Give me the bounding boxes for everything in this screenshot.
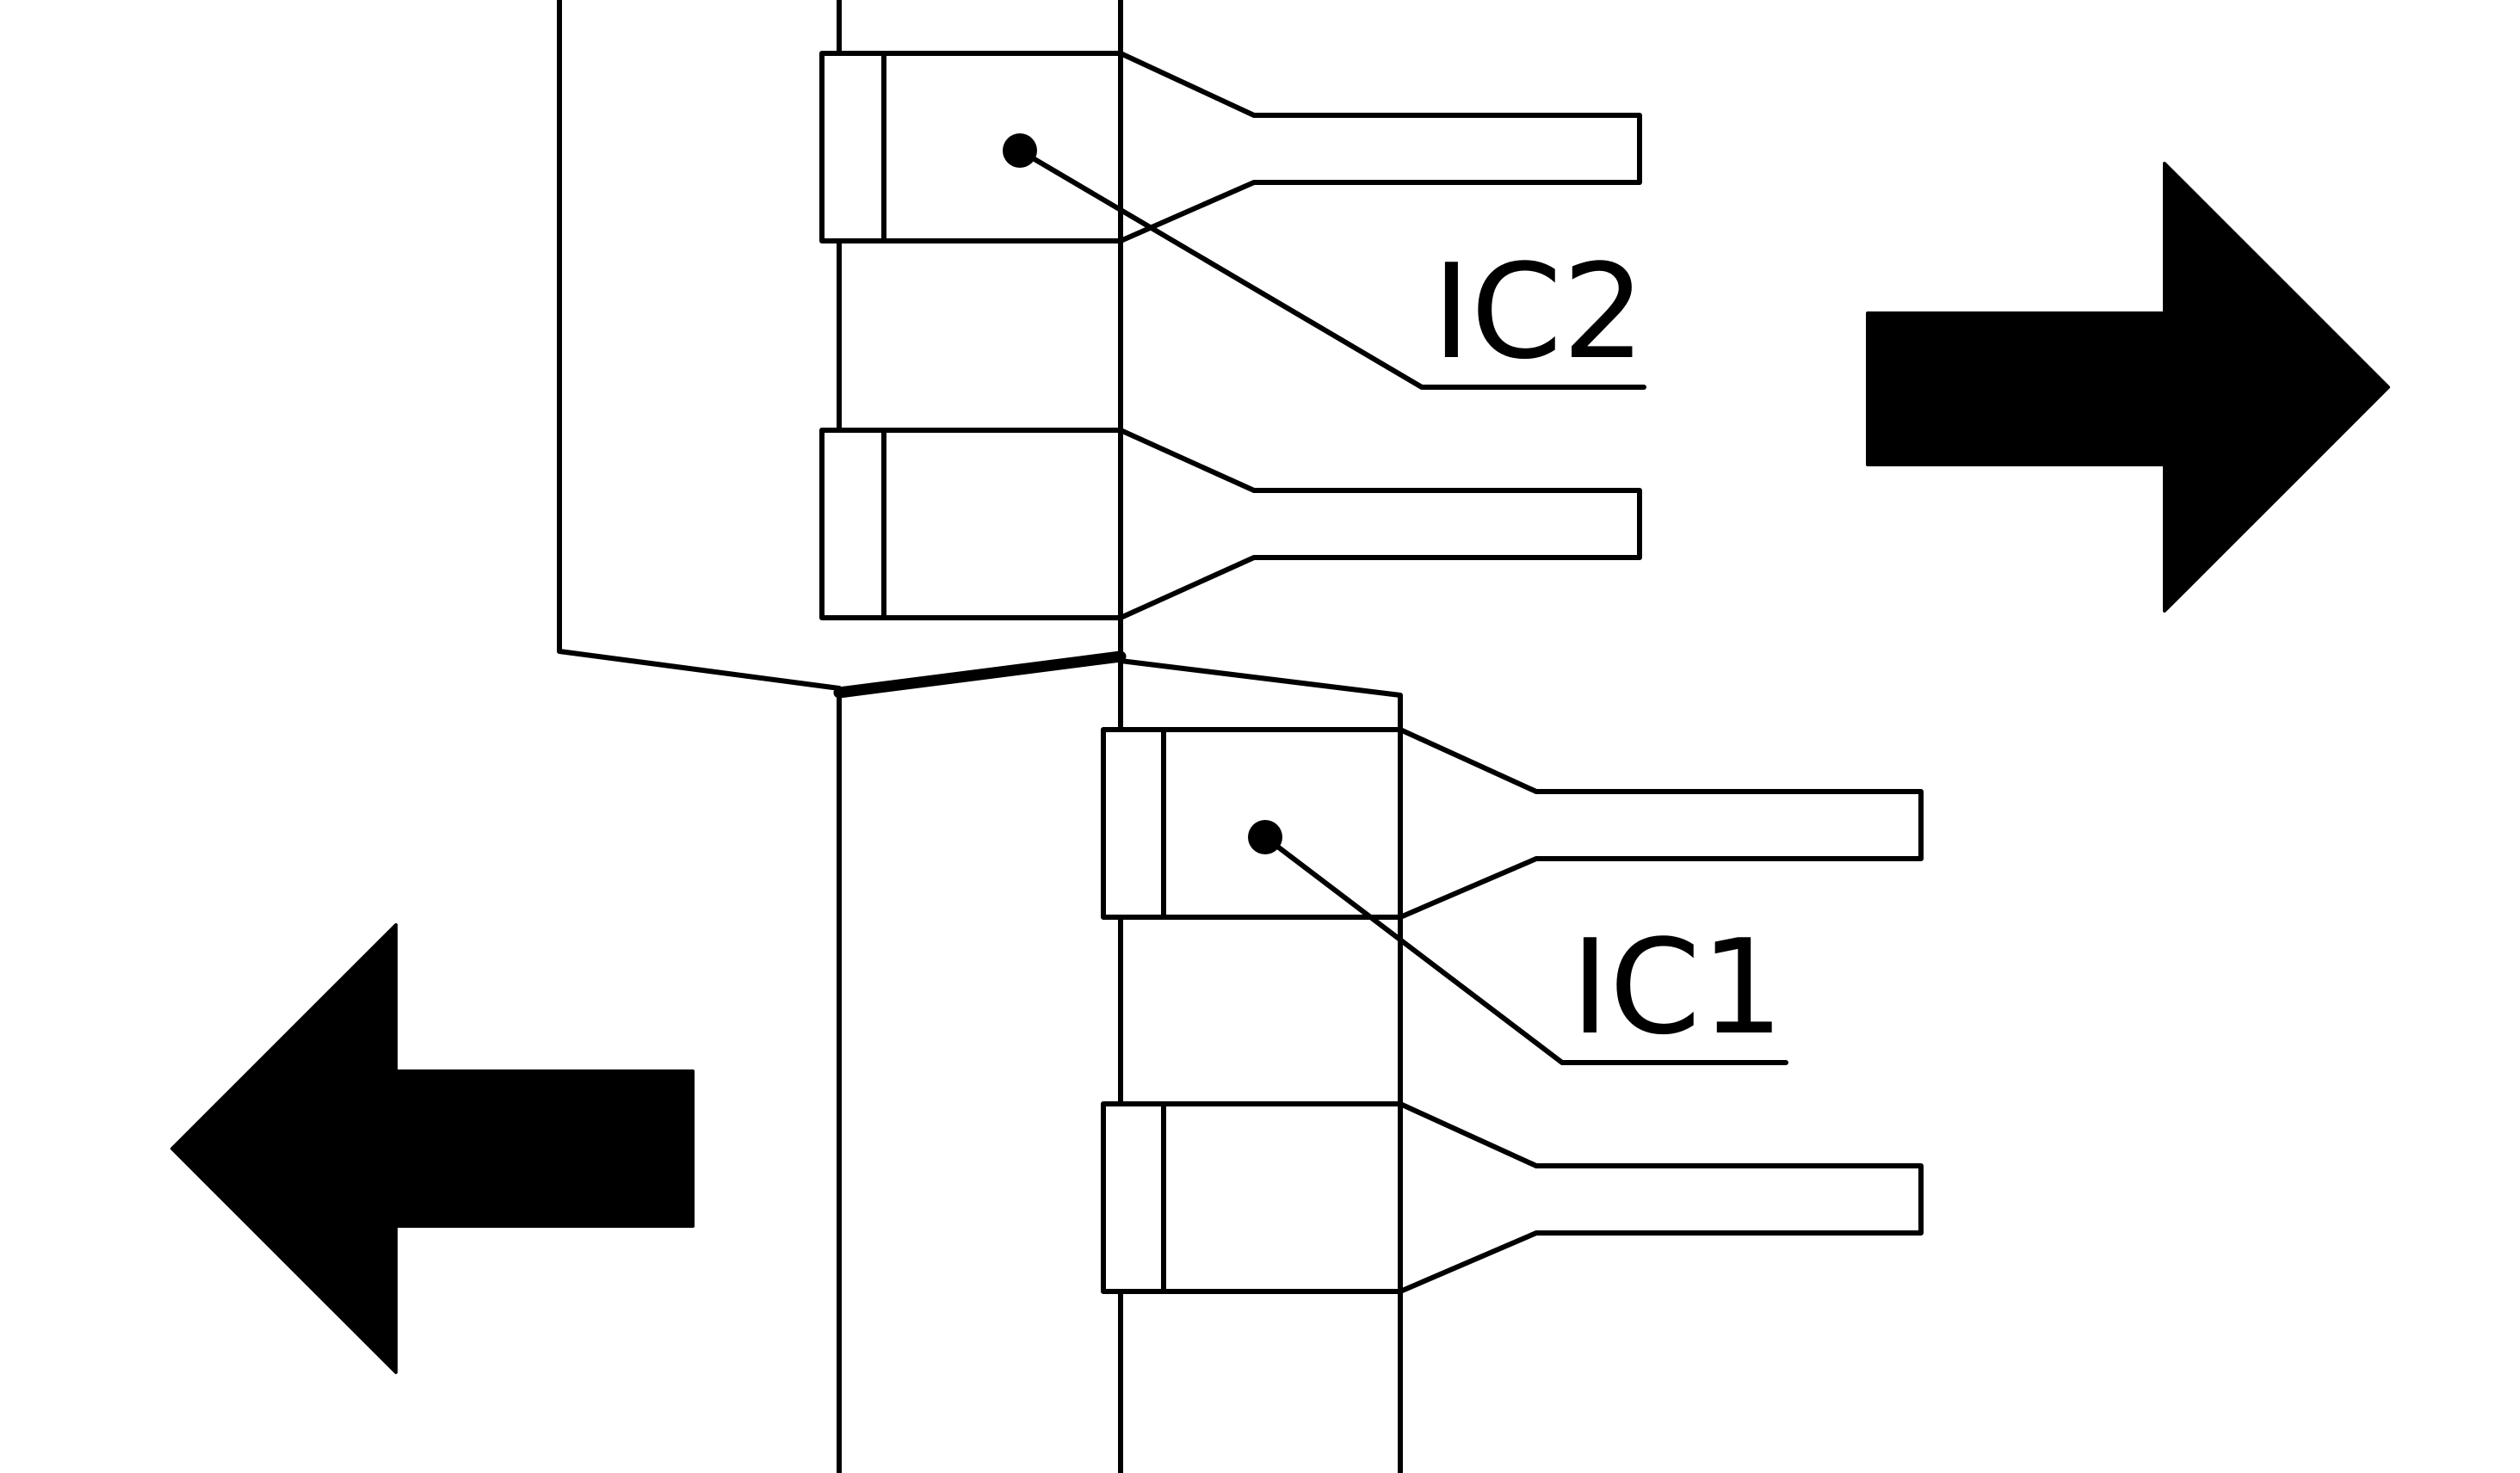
ic1-frame-top xyxy=(1118,658,1403,732)
ic2-label: IC2 xyxy=(1432,236,1646,388)
junction-thick-bar xyxy=(833,650,1127,699)
ic2-lower-pin xyxy=(819,428,1642,620)
ic1-lower-pin xyxy=(1101,1101,1924,1294)
ic2-upper-pin xyxy=(819,51,1642,243)
arrow-left-icon xyxy=(170,923,695,1374)
ic1-callout: IC1 xyxy=(1248,820,1788,1065)
ic2-leader-line xyxy=(1017,148,1646,390)
ic1-leader-line xyxy=(1263,835,1788,1065)
arrow-right-icon xyxy=(1866,162,2390,613)
ic1-label: IC1 xyxy=(1571,911,1784,1063)
frame-left-line xyxy=(557,0,842,691)
ic1-upper-pin xyxy=(1101,727,1924,920)
ic2-callout: IC2 xyxy=(1003,133,1646,390)
